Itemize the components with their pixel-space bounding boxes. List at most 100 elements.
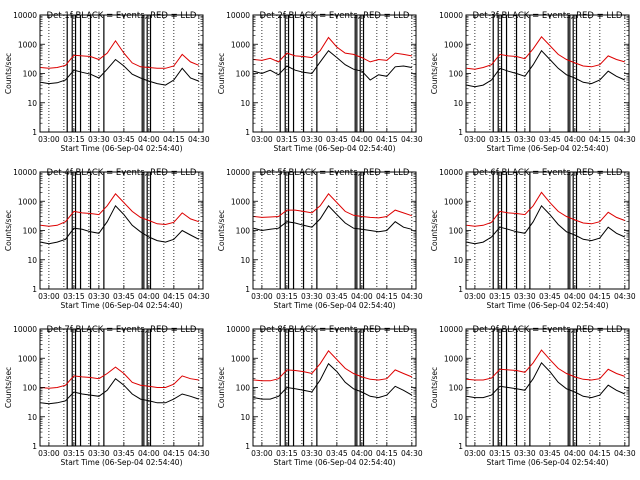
x-tick-label: 03:30	[514, 449, 536, 458]
y-axis-label: Counts/sec	[4, 53, 13, 94]
x-tick-label: 04:15	[589, 292, 611, 301]
x-tick-label: 04:15	[376, 449, 398, 458]
y-tick-label: 10000	[13, 325, 37, 334]
x-tick-label: 03:45	[539, 135, 561, 144]
y-tick-label: 1	[245, 285, 250, 294]
x-tick-label: 03:30	[514, 135, 536, 144]
series-line-lld	[466, 349, 625, 381]
x-tick-label: 03:45	[113, 449, 135, 458]
panel-title: Det 9f BLACK = Events, RED = LLD	[473, 325, 623, 335]
y-tick-label: 1000	[444, 197, 463, 206]
x-axis-label: Start Time (06-Sep-04 02:54:40)	[274, 458, 396, 467]
series-line-events	[253, 49, 412, 81]
x-tick-label: 04:15	[163, 135, 185, 144]
plot-frame	[465, 171, 630, 290]
y-tick-label: 10	[240, 256, 250, 265]
y-tick-label: 100	[236, 70, 251, 79]
series-line-events	[466, 49, 626, 88]
x-axis-label: Start Time (06-Sep-04 02:54:40)	[274, 301, 396, 310]
x-tick-label: 03:15	[63, 292, 85, 301]
y-tick-label: 10	[453, 413, 463, 422]
x-tick-label: 04:00	[564, 292, 586, 301]
series-line-lld	[40, 366, 199, 389]
x-tick-label: 04:30	[401, 135, 423, 144]
y-tick-label: 1000	[231, 40, 250, 49]
x-tick-label: 03:15	[276, 292, 298, 301]
y-tick-label: 10000	[226, 325, 250, 334]
y-tick-label: 1	[32, 285, 37, 294]
y-tick-label: 10000	[439, 11, 463, 20]
y-tick-label: 100	[449, 384, 464, 393]
x-tick-label: 03:45	[326, 292, 348, 301]
series-line-events	[466, 204, 626, 245]
x-tick-label: 03:30	[88, 292, 110, 301]
y-tick-label: 10	[27, 99, 37, 108]
x-tick-label: 03:30	[301, 292, 323, 301]
x-tick-label: 04:00	[564, 449, 586, 458]
x-tick-label: 04:30	[401, 292, 423, 301]
x-tick-label: 03:00	[251, 449, 273, 458]
y-tick-label: 1	[458, 128, 463, 137]
y-tick-label: 1000	[444, 40, 463, 49]
panel-6: 1 10 100 1000 10000 03:00 03:15 03:30 03:45 04:00…	[430, 168, 636, 310]
x-tick-label: 03:45	[539, 449, 561, 458]
series-line-events	[40, 58, 199, 86]
plot-frame	[465, 14, 630, 133]
x-tick-label: 04:30	[614, 292, 636, 301]
y-tick-label: 1	[32, 442, 37, 451]
x-tick-label: 03:15	[489, 449, 511, 458]
y-tick-label: 1000	[231, 197, 250, 206]
panel-title: Det 8f BLACK = Events, RED = LLD	[260, 325, 410, 335]
y-axis-label: Counts/sec	[4, 210, 13, 251]
series-line-events	[253, 204, 412, 233]
panel-2: 1 10 100 1000 10000 03:00 03:15 03:30 03:45 04:00…	[217, 11, 423, 153]
x-tick-label: 03:00	[38, 292, 60, 301]
y-axis-label: Counts/sec	[4, 367, 13, 408]
y-axis-label: Counts/sec	[217, 210, 226, 251]
y-tick-label: 10000	[13, 168, 37, 177]
y-tick-label: 1	[458, 442, 463, 451]
series-line-lld	[253, 36, 412, 63]
x-tick-label: 03:15	[276, 449, 298, 458]
plot-frame	[39, 328, 204, 447]
panel-title: Det 5f BLACK = Events, RED = LLD	[260, 168, 410, 178]
y-tick-label: 10000	[439, 168, 463, 177]
y-tick-label: 100	[23, 227, 38, 236]
x-tick-label: 03:30	[514, 292, 536, 301]
y-tick-label: 100	[236, 384, 251, 393]
y-tick-label: 1000	[231, 354, 250, 363]
x-tick-label: 03:15	[63, 135, 85, 144]
x-tick-label: 03:15	[276, 135, 298, 144]
x-axis-label: Start Time (06-Sep-04 02:54:40)	[274, 144, 396, 153]
y-tick-label: 10	[240, 413, 250, 422]
series-line-events	[40, 377, 199, 405]
x-tick-label: 03:00	[464, 135, 486, 144]
plot-frame	[252, 14, 417, 133]
x-tick-label: 04:30	[188, 292, 210, 301]
y-axis-label: Counts/sec	[217, 53, 226, 94]
x-axis-label: Start Time (06-Sep-04 02:54:40)	[61, 144, 183, 153]
x-tick-label: 04:15	[376, 292, 398, 301]
panel-9: 1 10 100 1000 10000 03:00 03:15 03:30 03:45 04:00…	[430, 325, 636, 467]
x-tick-label: 03:15	[489, 292, 511, 301]
x-tick-label: 03:45	[326, 135, 348, 144]
x-tick-label: 04:30	[614, 449, 636, 458]
x-tick-label: 03:00	[38, 135, 60, 144]
x-tick-label: 04:00	[351, 449, 373, 458]
y-axis-label: Counts/sec	[217, 367, 226, 408]
plot-frame	[252, 328, 417, 447]
x-tick-label: 03:30	[301, 135, 323, 144]
series-line-lld	[466, 36, 625, 70]
series-line-events	[466, 361, 626, 399]
panel-title: Det 4f BLACK = Events, RED = LLD	[47, 168, 197, 178]
x-tick-label: 04:15	[163, 449, 185, 458]
panel-title: Det 2f BLACK = Events, RED = LLD	[260, 11, 410, 21]
y-tick-label: 1	[245, 442, 250, 451]
y-tick-label: 100	[449, 227, 464, 236]
y-tick-label: 10000	[439, 325, 463, 334]
x-tick-label: 04:30	[614, 135, 636, 144]
y-tick-label: 10	[27, 256, 37, 265]
panel-1: 1 10 100 1000 10000 03:00 03:15 03:30 03:45 04:00…	[4, 11, 210, 153]
panel-title: Det 7f BLACK = Events, RED = LLD	[47, 325, 197, 335]
